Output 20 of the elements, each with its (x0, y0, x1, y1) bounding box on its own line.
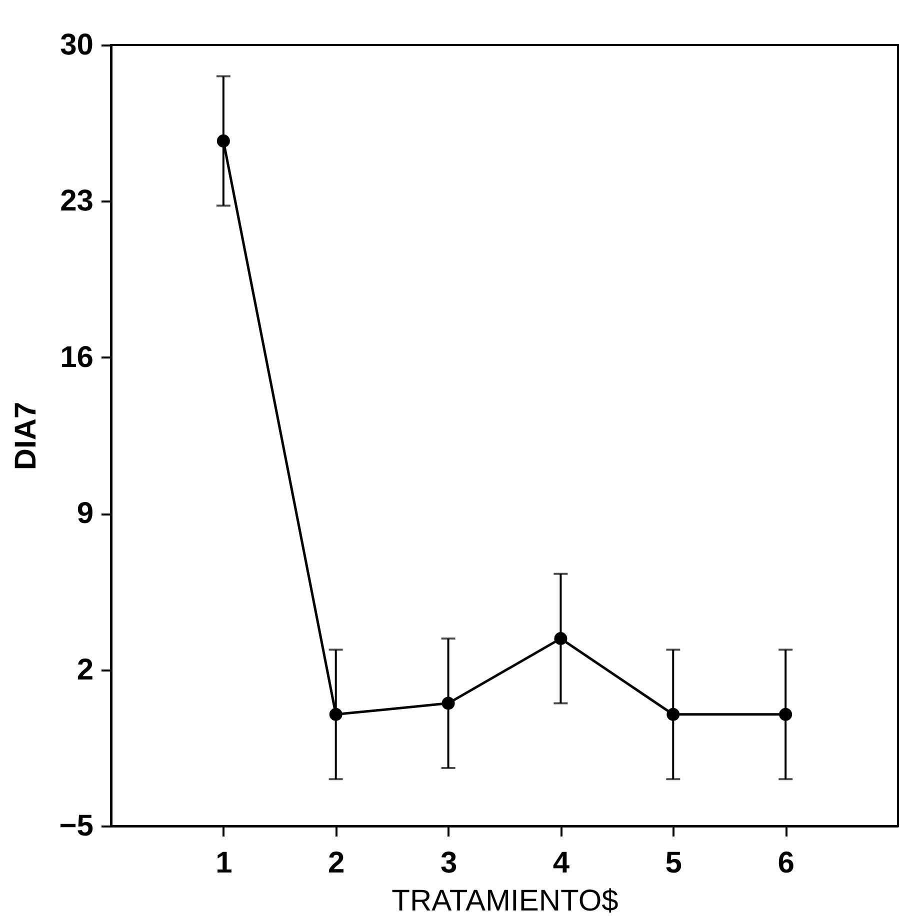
y-tick-label: −5 (59, 810, 94, 842)
x-tick-label: 2 (328, 846, 345, 880)
y-tick-label: 9 (76, 497, 94, 530)
x-tick-label: 1 (216, 846, 232, 880)
y-tick-label: 23 (60, 184, 94, 218)
x-axis-title: TRATAMIENTO$ (392, 884, 619, 918)
y-tick-label: 2 (76, 653, 94, 686)
y-tick-label: 16 (60, 340, 94, 374)
x-tick-label: 3 (440, 846, 458, 880)
point (666, 708, 680, 721)
point (442, 696, 455, 710)
x-tick-label: 4 (552, 846, 570, 880)
point (329, 708, 342, 721)
x-tick-label: 6 (778, 846, 794, 880)
y-tick-label: 30 (60, 28, 94, 62)
x-tick-label: 5 (665, 846, 682, 880)
point (554, 632, 568, 646)
point (779, 708, 792, 721)
y-axis-title: DIA7 (9, 402, 42, 470)
point (216, 134, 230, 148)
